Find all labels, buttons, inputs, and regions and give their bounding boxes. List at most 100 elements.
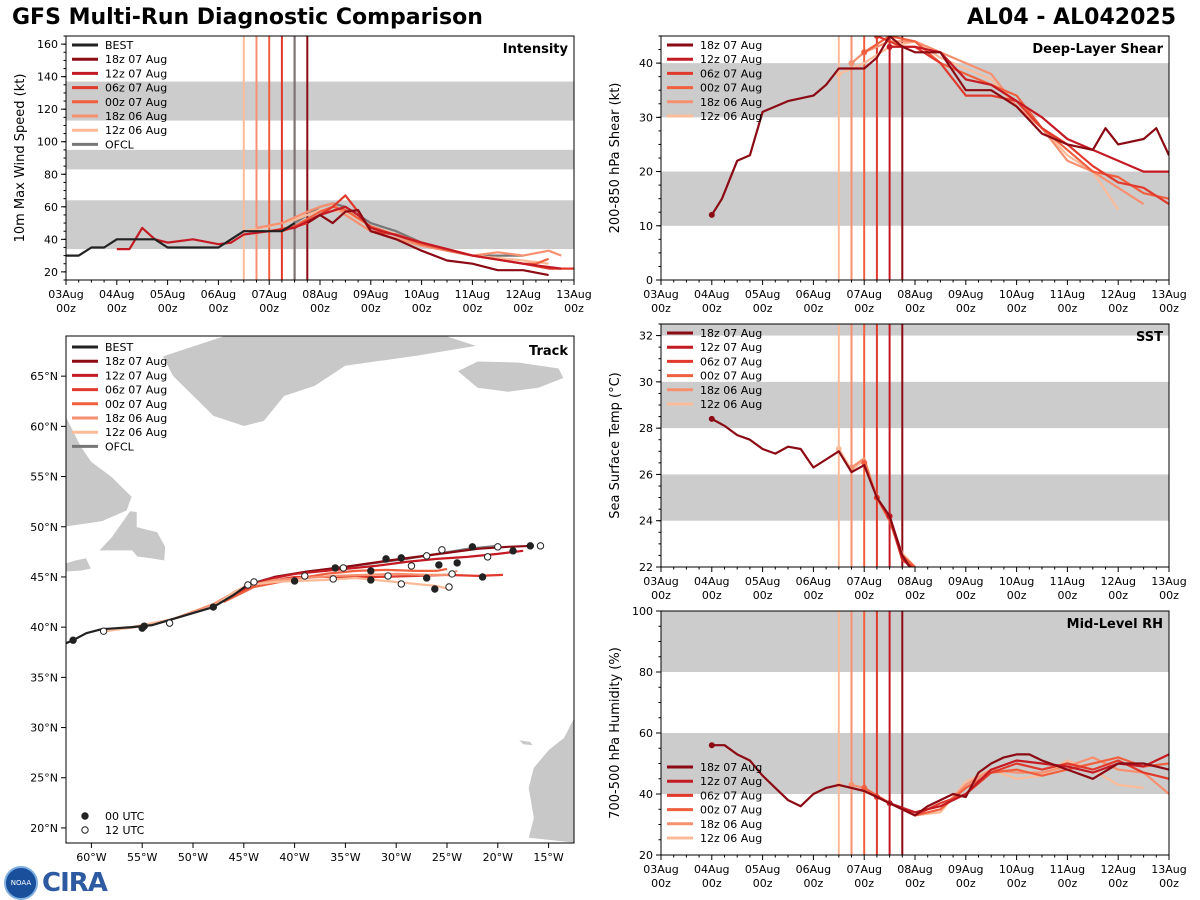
track-marker-00utc (367, 567, 375, 575)
shear-legend-label: 12z 06 Aug (700, 110, 762, 123)
rh-x-tick-sublabel: 00z (956, 877, 976, 890)
intensity-legend-label: 18z 06 Aug (105, 110, 167, 123)
intensity-title: Intensity (503, 42, 569, 57)
rh-y-tick-label: 60 (639, 727, 653, 740)
sst-series-line (711, 417, 911, 567)
track-marker-12utc (407, 562, 416, 570)
intensity-x-tick-label: 11Aug (455, 288, 490, 301)
sst-legend-label: 06z 07 Aug (700, 355, 762, 368)
rh-y-tick-label: 20 (639, 849, 653, 862)
shear-x-tick-label: 05Aug (745, 288, 780, 301)
sst-band-0 (661, 474, 1169, 521)
labrador-land (66, 416, 133, 528)
track-y-tick-label: 55°N (30, 471, 58, 484)
rh-legend-label: 12z 07 Aug (700, 775, 762, 788)
track-marker-00utc (453, 559, 461, 567)
shear-series-start-marker (861, 49, 868, 56)
rh-x-tick-label: 09Aug (948, 863, 983, 876)
shear-series-line (710, 36, 1169, 216)
shear-x-tick-sublabel: 00z (854, 302, 874, 315)
intensity-x-tick-sublabel: 00z (361, 302, 381, 315)
rh-x-tick-sublabel: 00z (854, 877, 874, 890)
track-marker-legend-swatch (81, 826, 89, 834)
track-legend-label: 18z 07 Aug (105, 355, 167, 368)
rh-y-tick-label: 40 (639, 788, 653, 801)
shear-x-tick-sublabel: 00z (702, 302, 722, 315)
sst-y-tick-label: 28 (639, 422, 653, 435)
track-marker-00utc (468, 543, 477, 551)
intensity-legend-label: 12z 07 Aug (105, 67, 167, 80)
track-marker-00utc (422, 574, 431, 582)
track-y-tick-label: 25°N (30, 772, 58, 785)
rh-series-start-marker (848, 781, 855, 788)
storm-id: AL04 - AL042025 (967, 5, 1176, 30)
shear-x-tick-sublabel: 00z (804, 302, 824, 315)
sst-legend-label: 12z 07 Aug (700, 341, 762, 354)
rh-legend-label: 06z 07 Aug (700, 789, 762, 802)
intensity-y-tick-label: 20 (44, 266, 58, 279)
sst-x-tick-label: 06Aug (796, 575, 831, 588)
intensity-y-tick-label: 60 (44, 201, 58, 214)
rh-legend-label: 18z 06 Aug (700, 818, 762, 831)
shear-series-line (838, 40, 1120, 211)
intensity-x-tick-label: 10Aug (404, 288, 439, 301)
track-marker-00utc (140, 622, 148, 630)
sst-x-tick-sublabel: 00z (854, 589, 874, 602)
shear-x-tick-sublabel: 00z (753, 302, 773, 315)
sst-legend-label: 12z 06 Aug (700, 398, 762, 411)
intensity-y-tick-label: 40 (44, 233, 58, 246)
intensity-series-line (306, 209, 549, 277)
rh-x-tick-sublabel: 00z (1159, 877, 1179, 890)
track-y-tick-label: 30°N (30, 722, 58, 735)
sst-x-tick-sublabel: 00z (1007, 589, 1027, 602)
rh-title: Mid-Level RH (1067, 617, 1163, 632)
sst-x-tick-label: 12Aug (1100, 575, 1135, 588)
track-y-tick-label: 35°N (30, 671, 58, 684)
shear-x-tick-sublabel: 00z (651, 302, 671, 315)
sst-legend-label: 00z 07 Aug (700, 370, 762, 383)
track-marker-12utc (494, 543, 502, 551)
track-marker-00utc (367, 576, 375, 584)
shear-x-tick-sublabel: 00z (1108, 302, 1128, 315)
rh-y-tick-label: 100 (632, 605, 653, 618)
sst-series-start-marker (708, 415, 715, 422)
shear-x-tick-sublabel: 00z (1058, 302, 1078, 315)
track-x-tick-label: 25°W (432, 851, 462, 864)
track-x-tick-label: 30°W (381, 851, 411, 864)
shear-x-tick-label: 12Aug (1100, 288, 1135, 301)
rh-x-tick-label: 13Aug (1151, 863, 1186, 876)
track-y-tick-label: 40°N (30, 621, 58, 634)
track-marker-12utc (483, 553, 492, 561)
sst-x-tick-label: 03Aug (643, 575, 678, 588)
track-marker-00utc (509, 547, 517, 555)
nova-scotia-land (66, 557, 92, 573)
track-marker-12utc (422, 552, 431, 560)
canary-islands-land (516, 739, 535, 747)
shear-x-tick-sublabel: 00z (1159, 302, 1179, 315)
rh-y-tick-label: 80 (639, 666, 653, 679)
intensity-x-tick-sublabel: 00z (463, 302, 483, 315)
rh-legend-label: 12z 06 Aug (700, 832, 762, 845)
sst-legend-label: 18z 06 Aug (700, 384, 762, 397)
greenland-land (161, 336, 478, 427)
shear-x-tick-sublabel: 00z (905, 302, 925, 315)
sst-x-tick-sublabel: 00z (753, 589, 773, 602)
rh-x-tick-label: 04Aug (694, 863, 729, 876)
rh-x-tick-label: 05Aug (745, 863, 780, 876)
sst-x-tick-label: 07Aug (846, 575, 881, 588)
track-legend-label: 06z 07 Aug (105, 384, 167, 397)
track-x-tick-label: 15°W (533, 851, 563, 864)
intensity-band-0 (66, 200, 574, 250)
track-legend-label: 12z 07 Aug (105, 369, 167, 382)
shear-x-tick-sublabel: 00z (1007, 302, 1027, 315)
track-marker-00utc (435, 561, 443, 569)
logos: NOAA CIRA (4, 866, 108, 900)
intensity-y-tick-label: 120 (37, 103, 58, 116)
track-x-tick-label: 60°W (76, 851, 106, 864)
track-marker-legend-label: 00 UTC (105, 810, 145, 823)
rh-band-1 (661, 611, 1169, 672)
intensity-x-tick-label: 13Aug (556, 288, 591, 301)
shear-title: Deep-Layer Shear (1032, 42, 1163, 57)
track-x-tick-label: 40°W (279, 851, 309, 864)
